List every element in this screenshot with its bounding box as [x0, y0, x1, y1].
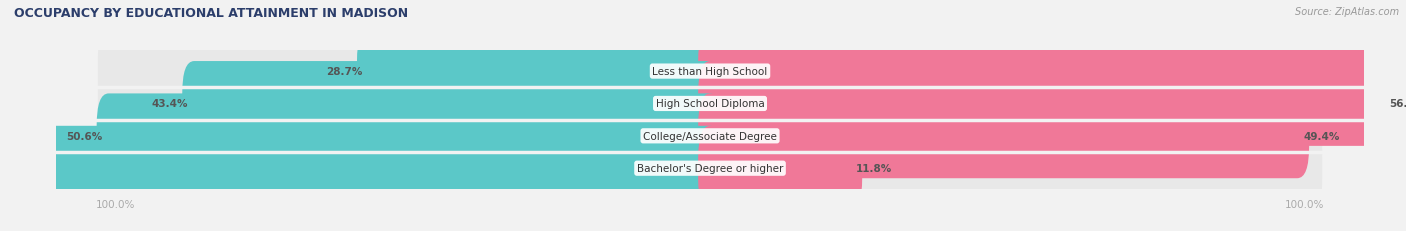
- FancyBboxPatch shape: [98, 110, 1322, 227]
- Text: Bachelor's Degree or higher: Bachelor's Degree or higher: [637, 164, 783, 173]
- FancyBboxPatch shape: [699, 126, 862, 211]
- Text: OCCUPANCY BY EDUCATIONAL ATTAINMENT IN MADISON: OCCUPANCY BY EDUCATIONAL ATTAINMENT IN M…: [14, 7, 408, 20]
- Text: Source: ZipAtlas.com: Source: ZipAtlas.com: [1295, 7, 1399, 17]
- Text: High School Diploma: High School Diploma: [655, 99, 765, 109]
- FancyBboxPatch shape: [0, 126, 721, 211]
- Text: College/Associate Degree: College/Associate Degree: [643, 131, 778, 141]
- FancyBboxPatch shape: [699, 30, 1406, 114]
- FancyBboxPatch shape: [357, 30, 721, 114]
- Text: 56.6%: 56.6%: [1389, 99, 1406, 109]
- Text: 28.7%: 28.7%: [326, 67, 363, 77]
- FancyBboxPatch shape: [98, 78, 1322, 195]
- FancyBboxPatch shape: [98, 46, 1322, 162]
- Text: 49.4%: 49.4%: [1303, 131, 1340, 141]
- Text: 11.8%: 11.8%: [856, 164, 893, 173]
- Text: 50.6%: 50.6%: [66, 131, 103, 141]
- FancyBboxPatch shape: [97, 94, 721, 179]
- Text: Less than High School: Less than High School: [652, 67, 768, 77]
- FancyBboxPatch shape: [699, 94, 1309, 179]
- Text: 43.4%: 43.4%: [152, 99, 188, 109]
- FancyBboxPatch shape: [183, 62, 721, 146]
- FancyBboxPatch shape: [98, 13, 1322, 130]
- FancyBboxPatch shape: [699, 62, 1395, 146]
